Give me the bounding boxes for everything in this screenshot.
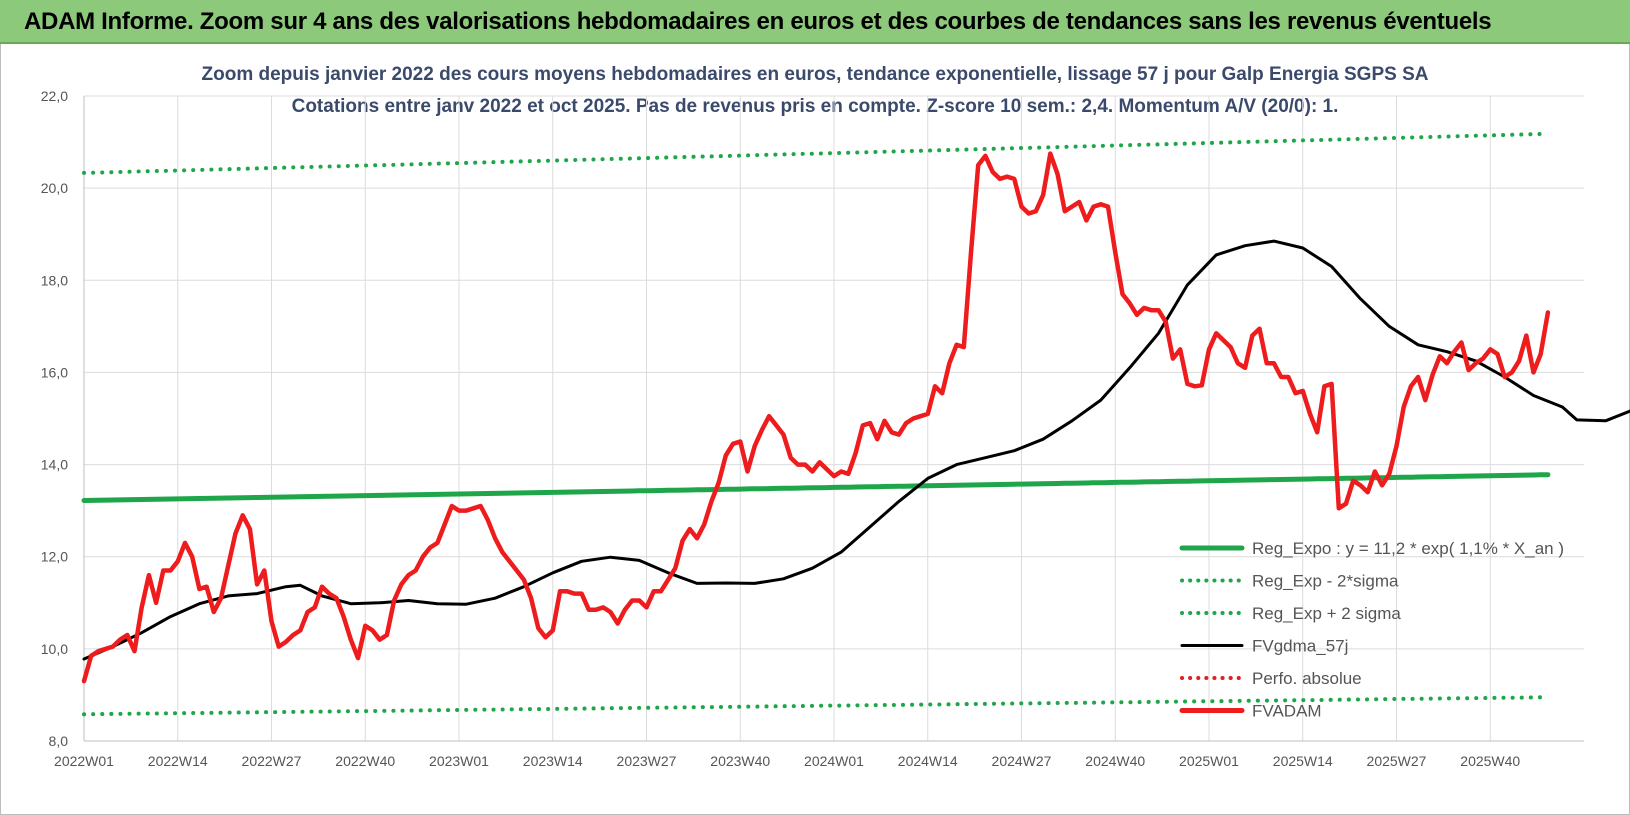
x-tick-label: 2024W14 <box>898 753 958 769</box>
series-line-2 <box>82 131 1550 175</box>
series-line-0 <box>81 472 1551 503</box>
legend-label: Reg_Exp - 2*sigma <box>1252 572 1399 591</box>
x-tick-label: 2024W27 <box>992 753 1052 769</box>
x-tick-label: 2022W01 <box>54 753 114 769</box>
y-tick-label: 8,0 <box>49 733 69 749</box>
y-tick-label: 16,0 <box>41 364 68 380</box>
series-line-5 <box>81 151 1551 684</box>
legend-label: Reg_Exp + 2 sigma <box>1252 604 1401 623</box>
y-tick-label: 20,0 <box>41 180 68 196</box>
x-tick-label: 2025W01 <box>1179 753 1239 769</box>
x-tick-label: 2023W14 <box>523 753 583 769</box>
legend-label: FVADAM <box>1252 702 1322 721</box>
legend-label: FVgdma_57j <box>1252 637 1348 656</box>
series-line-1 <box>82 695 1550 717</box>
x-tick-label: 2025W14 <box>1273 753 1333 769</box>
y-tick-label: 18,0 <box>41 272 68 288</box>
x-tick-label: 2022W14 <box>148 753 208 769</box>
x-tick-label: 2023W40 <box>710 753 770 769</box>
y-tick-label: 22,0 <box>41 88 68 104</box>
chart-subtitle: Cotations entre janv 2022 et oct 2025. P… <box>291 96 1339 117</box>
y-tick-label: 12,0 <box>41 549 68 565</box>
x-tick-label: 2024W40 <box>1085 753 1145 769</box>
legend-label: Perfo. absolue <box>1252 669 1362 688</box>
x-tick-label: 2025W27 <box>1367 753 1427 769</box>
y-tick-label: 14,0 <box>41 457 68 473</box>
x-tick-label: 2023W01 <box>429 753 489 769</box>
legend-label: Reg_Expo : y = 11,2 * exp( 1,1% * X_an ) <box>1252 539 1564 558</box>
series-line-3 <box>82 239 1630 661</box>
x-tick-label: 2025W40 <box>1460 753 1520 769</box>
x-tick-label: 2023W27 <box>617 753 677 769</box>
x-tick-label: 2022W27 <box>242 753 302 769</box>
x-tick-label: 2022W40 <box>335 753 395 769</box>
header-bar: ADAM Informe. Zoom sur 4 ans des valoris… <box>0 0 1630 44</box>
chart-title: Zoom depuis janvier 2022 des cours moyen… <box>201 64 1429 85</box>
x-tick-label: 2024W01 <box>804 753 864 769</box>
y-tick-label: 10,0 <box>41 641 68 657</box>
page-title: ADAM Informe. Zoom sur 4 ans des valoris… <box>24 8 1492 35</box>
